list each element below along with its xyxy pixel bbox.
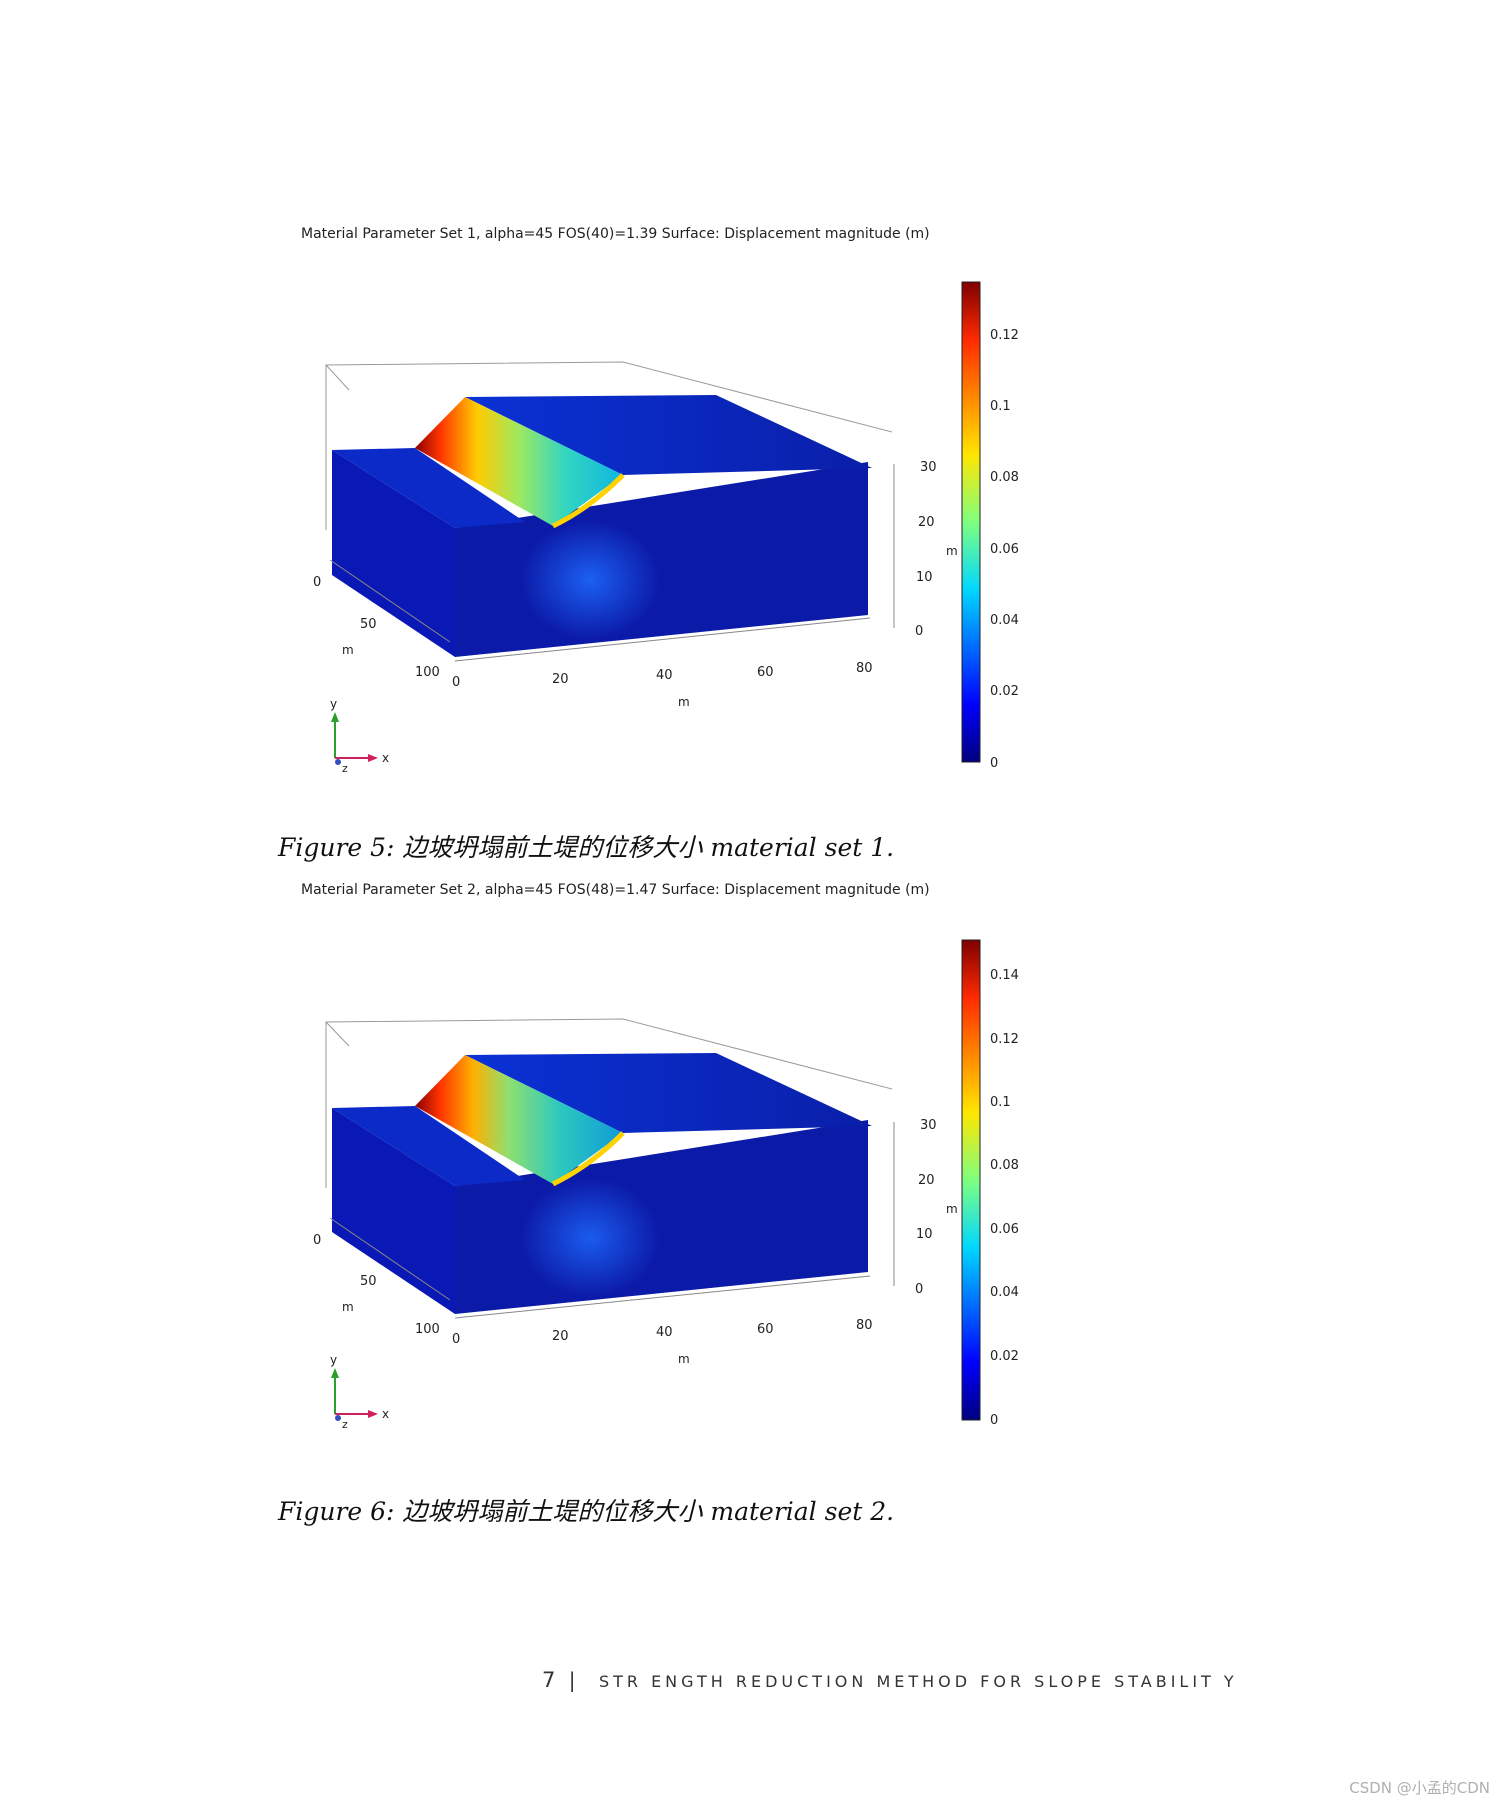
z-axis-1 [329,559,451,643]
page-footer: 7 | STR ENGTH REDUCTION METHOD FOR SLOPE… [542,1668,1238,1692]
footer-separator: | [568,1668,576,1692]
x-tick-60: 60 [757,665,774,680]
colorbar-label: 0.1 [990,399,1011,414]
x-tick-0: 0 [452,675,460,690]
colorbar-label: 0.04 [990,1285,1019,1300]
toe-shear-zone-1 [520,520,660,640]
triad-y-label: y [330,1353,337,1367]
x-axis-unit: m [678,1352,690,1366]
colorbar-label: 0.04 [990,613,1019,628]
x-axis-unit: m [678,695,690,709]
colorbar-label: 0 [990,756,998,771]
z-tick-0: 0 [313,1233,321,1248]
watermark: CSDN @小孟的CDN [1349,1779,1490,1797]
y-tick-30: 30 [920,1118,937,1133]
triad-x-label: x [382,751,389,765]
z-tick-50: 50 [360,1274,377,1289]
x-tick-40: 40 [656,1325,673,1340]
x-axis-2 [454,1275,871,1319]
colorbar-label: 0.08 [990,1158,1019,1173]
slope-face-2 [415,1055,623,1184]
z-axis-unit: m [342,1300,354,1314]
x-tick-80: 80 [856,661,873,676]
triad-z-label: z [342,1418,348,1431]
y-axis-unit: m [946,1202,958,1216]
triad-y-label: y [330,697,337,711]
block-left-face-1 [332,450,455,657]
axis-triad-1: y x z [330,697,389,775]
y-axis-unit: m [946,544,958,558]
caption-text: 边坡坍塌前土堤的位移大小 material set 2. [402,1497,895,1526]
colorbar-label: 0.02 [990,1349,1019,1364]
bounding-box-2 [325,1018,893,1188]
block-top-low-1 [332,448,525,528]
z-axis-2 [329,1217,451,1301]
figure-caption-1: Figure 5: 边坡坍塌前土堤的位移大小 material set 1. [278,828,894,864]
figure-caption-2: Figure 6: 边坡坍塌前土堤的位移大小 material set 2. [278,1492,894,1528]
y-tick-10: 10 [916,1227,933,1242]
y-tick-20: 20 [918,515,935,530]
toe-highlight-1 [551,473,625,529]
y-tick-10: 10 [916,570,933,585]
colorbar-2 [961,939,981,1421]
slope-face-1 [415,397,623,526]
x-tick-40: 40 [656,668,673,683]
caption-text: 边坡坍塌前土堤的位移大小 material set 1. [402,833,895,862]
colorbar-label: 0.08 [990,470,1019,485]
block-left-face-2 [332,1108,455,1314]
bounding-box-1 [325,361,893,530]
axis-triad-2: y x z [330,1353,389,1431]
toe-highlight-2 [551,1131,625,1187]
running-title: STR ENGTH REDUCTION METHOD FOR SLOPE STA… [598,1672,1238,1691]
caption-label: Figure 5: [278,833,395,862]
z-tick-50: 50 [360,617,377,632]
colorbar-label: 0.1 [990,1095,1011,1110]
triad-z-label: z [342,762,348,775]
y-tick-20: 20 [918,1173,935,1188]
colorbar-label: 0.02 [990,684,1019,699]
y-tick-0: 0 [915,624,923,639]
colorbar-label: 0.06 [990,542,1019,557]
x-tick-60: 60 [757,1322,774,1337]
block-top-low-2 [332,1106,525,1186]
z-axis-unit: m [342,643,354,657]
colorbar-label: 0.06 [990,1222,1019,1237]
colorbar-1 [961,281,981,763]
triad-x-label: x [382,1407,389,1421]
displacement-plot-1: 0 20 40 60 80 m 0 50 100 m 30 20 10 0 m … [313,281,1019,775]
z-tick-0: 0 [313,575,321,590]
colorbar-ticks-1: 0.12 0.1 0.08 0.06 0.04 0.02 0 [990,328,1019,771]
colorbar-label: 0.12 [990,328,1019,343]
plot-title-1: Material Parameter Set 1, alpha=45 FOS(4… [301,226,930,242]
caption-label: Figure 6: [278,1497,395,1526]
y-tick-0: 0 [915,1282,923,1297]
plot-title-2: Material Parameter Set 2, alpha=45 FOS(4… [301,882,930,898]
displacement-plot-2: 0 20 40 60 80 m 0 50 100 m 30 20 10 0 m … [313,939,1019,1431]
z-tick-100: 100 [415,1322,440,1337]
x-tick-20: 20 [552,1329,569,1344]
colorbar-label: 0.12 [990,1032,1019,1047]
page-number: 7 [542,1668,556,1692]
y-tick-30: 30 [920,460,937,475]
x-axis-1 [454,617,871,662]
x-tick-0: 0 [452,1332,460,1347]
toe-shear-zone-2 [520,1178,660,1298]
z-tick-100: 100 [415,665,440,680]
x-tick-80: 80 [856,1318,873,1333]
block-top-high-1 [465,395,872,475]
colorbar-ticks-2: 0.14 0.12 0.1 0.08 0.06 0.04 0.02 0 [990,968,1019,1428]
colorbar-label: 0.14 [990,968,1019,983]
block-top-high-2 [465,1053,872,1133]
x-tick-20: 20 [552,672,569,687]
colorbar-label: 0 [990,1413,998,1428]
